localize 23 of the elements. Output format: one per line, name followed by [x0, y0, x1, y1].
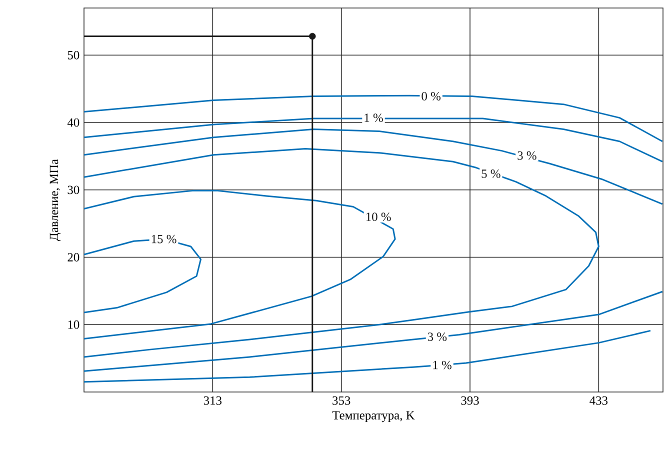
x-tick-label: 433 — [590, 396, 608, 405]
y-tick-label: 50 — [68, 50, 80, 60]
annotation: 10 % — [366, 212, 391, 222]
line-series — [84, 190, 396, 340]
line-series — [84, 128, 664, 205]
x-tick-label: 313 — [204, 396, 222, 405]
point — [309, 32, 316, 40]
y-tick-label: 10 — [68, 320, 80, 329]
x-axis-title: Температура, K — [332, 411, 415, 422]
line-series — [84, 330, 652, 383]
annotation: 1 % — [364, 114, 383, 122]
annotation: 3 % — [428, 332, 447, 341]
x-tick-label: 353 — [332, 396, 350, 405]
y-tick-label: 40 — [67, 118, 80, 127]
y-tick-label: 20 — [68, 253, 80, 262]
x-tick-label: 393 — [461, 396, 479, 405]
y-tick-label: 30 — [68, 186, 80, 194]
y-axis-title: Давление, МПа — [50, 159, 61, 241]
line-series — [84, 148, 600, 358]
annotation: 5 % — [482, 170, 500, 178]
annotation: 0 % — [422, 92, 441, 100]
annotation: 3 % — [518, 151, 536, 160]
line-series — [84, 290, 664, 372]
